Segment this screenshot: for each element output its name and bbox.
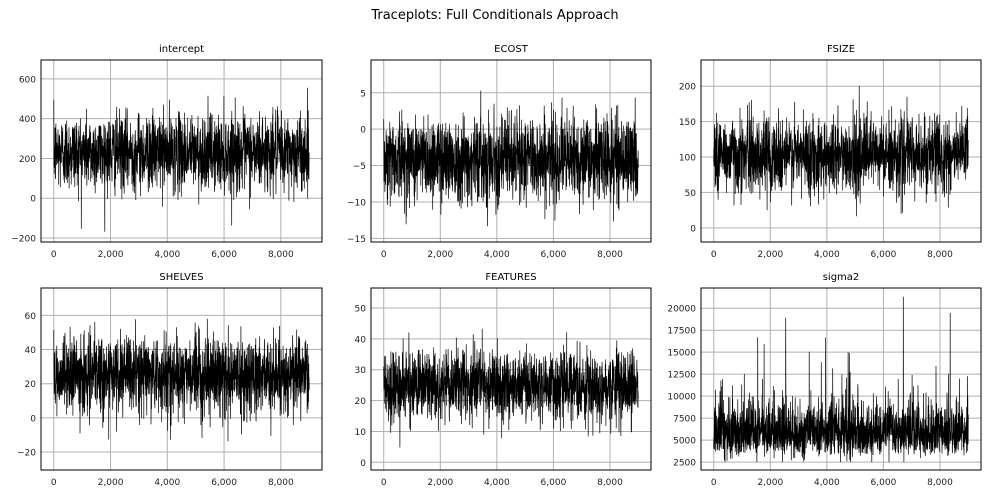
y-tick-label: 0 [690,224,696,234]
y-tick-label: 12500 [667,371,696,381]
y-tick-label: 60 [25,312,37,322]
y-tick-label: 0 [30,414,36,424]
x-tick-label: 2,000 [427,478,453,488]
y-tick-label: 0 [360,459,366,469]
y-tick-label: −15 [347,235,366,245]
y-tick-label: 20000 [667,305,696,315]
y-tick-label: 200 [19,155,36,165]
x-tick-label: 4,000 [154,250,180,260]
x-tick-label: 4,000 [814,250,840,260]
x-tick-label: 8,000 [268,250,294,260]
x-tick-label: 6,000 [871,478,897,488]
x-tick-label: 0 [711,478,717,488]
y-tick-label: 20 [355,397,367,407]
trace-line [713,85,969,217]
y-tick-label: 100 [679,154,696,164]
x-tick-label: 4,000 [814,478,840,488]
axes-frame [40,287,323,471]
x-tick-label: 8,000 [927,478,953,488]
axes-frame [370,287,652,471]
y-tick-label: 5 [360,89,366,99]
y-tick-label: 0 [30,195,36,205]
y-tick-label: 40 [355,335,367,345]
trace-line [383,90,639,227]
y-tick-label: 17500 [667,327,696,337]
y-tick-label: 15000 [667,349,696,359]
y-tick-label: 10000 [667,393,696,403]
y-tick-label: −20 [17,449,36,459]
y-tick-label: 7500 [673,415,696,425]
y-tick-label: 50 [685,189,697,199]
x-tick-label: 2,000 [98,478,124,488]
x-tick-label: 6,000 [541,478,567,488]
x-tick-label: 0 [51,478,57,488]
subplot-title: SHELVES [159,272,203,283]
subplot-title: sigma2 [823,272,860,283]
x-tick-label: 8,000 [268,478,294,488]
axes-frame [700,59,982,243]
y-tick-label: −200 [11,235,36,245]
x-tick-label: 4,000 [484,478,510,488]
x-tick-label: 0 [51,250,57,260]
y-tick-label: 600 [19,75,36,85]
x-tick-label: 0 [381,478,387,488]
subplot-title: FSIZE [827,44,855,55]
figure-title: Traceplots: Full Conditionals Approach [371,8,619,23]
trace-line [53,87,310,232]
x-tick-label: 4,000 [154,478,180,488]
y-tick-label: 30 [355,366,367,376]
y-tick-label: 2500 [673,459,696,469]
y-tick-label: 10 [355,428,367,438]
y-tick-label: −5 [353,162,366,172]
x-tick-label: 2,000 [98,250,124,260]
y-tick-label: 150 [679,118,696,128]
subplot-title: intercept [159,44,204,55]
x-tick-label: 8,000 [597,478,623,488]
x-tick-label: 8,000 [927,250,953,260]
axes-frame [700,287,982,471]
y-tick-label: 50 [355,305,367,315]
subplot-title: FEATURES [485,272,536,283]
y-tick-label: 400 [19,115,36,125]
x-tick-label: 0 [711,250,717,260]
x-tick-label: 6,000 [871,250,897,260]
y-tick-label: 200 [679,83,696,93]
x-tick-label: 2,000 [757,478,783,488]
x-tick-label: 6,000 [211,478,237,488]
x-tick-label: 4,000 [484,250,510,260]
y-tick-label: −10 [347,198,366,208]
subplot-title: ECOST [494,44,529,55]
x-tick-label: 2,000 [757,250,783,260]
axes-frame [40,59,323,243]
y-tick-label: 0 [360,126,366,136]
y-tick-label: 40 [25,346,37,356]
axes-frame [370,59,652,243]
y-tick-label: 20 [25,380,37,390]
trace-line [53,318,310,442]
x-tick-label: 2,000 [427,250,453,260]
x-tick-label: 6,000 [541,250,567,260]
x-tick-label: 8,000 [597,250,623,260]
trace-line [713,296,969,463]
y-tick-label: 5000 [673,437,696,447]
trace-line [383,328,639,448]
x-tick-label: 0 [381,250,387,260]
x-tick-label: 6,000 [211,250,237,260]
